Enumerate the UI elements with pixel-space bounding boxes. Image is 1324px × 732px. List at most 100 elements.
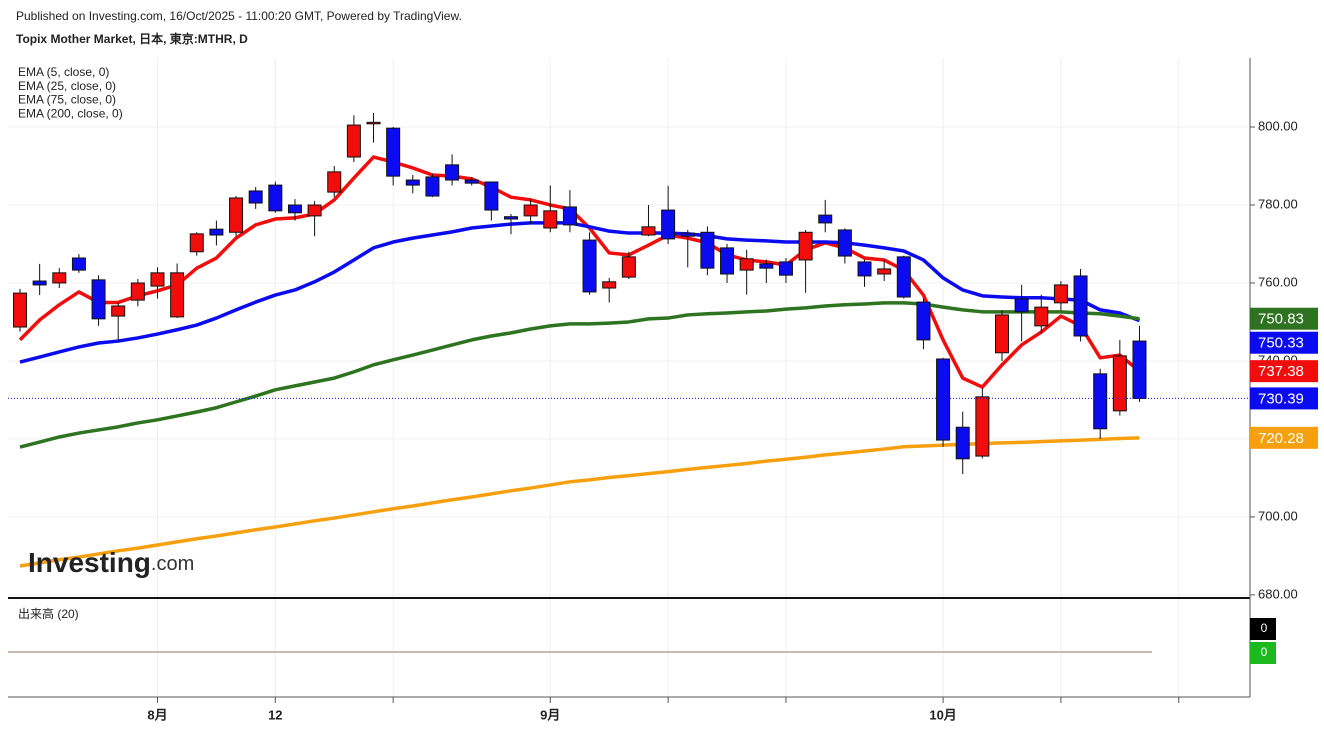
candle-body	[1073, 275, 1088, 337]
y-tick-label: 680.00	[1258, 586, 1298, 601]
price-label: 730.39	[1258, 390, 1304, 407]
candle-body	[1132, 340, 1147, 399]
volume-title: 出来高 (20)	[18, 606, 79, 621]
candle-body	[602, 281, 617, 289]
volume-ma-label: 0	[1261, 645, 1268, 659]
candle-body	[150, 272, 165, 287]
candle-body	[229, 197, 244, 233]
candle-body	[425, 176, 440, 197]
volume-label-bg	[1250, 618, 1276, 640]
candle-body	[170, 272, 185, 318]
candle-body	[405, 179, 420, 186]
candle-body	[995, 314, 1009, 354]
price-label-bg	[1250, 426, 1318, 449]
candle-body	[1034, 306, 1049, 327]
candle-body	[13, 292, 27, 328]
candle-body	[287, 204, 302, 214]
x-tick-label: 8月	[147, 707, 167, 722]
legend: EMA (5, close, 0)EMA (25, close, 0)EMA (…	[18, 65, 123, 120]
candle-body	[857, 261, 872, 277]
ema-line	[19, 301, 1140, 449]
candle-body	[346, 124, 361, 158]
candle-body	[759, 263, 774, 269]
volume-ma-label-bg	[1250, 642, 1276, 664]
y-tick-label: 700.00	[1258, 508, 1298, 523]
candle-body	[877, 268, 892, 275]
ema-line	[19, 436, 1140, 568]
price-label-bg	[1250, 307, 1318, 330]
price-labels: 750.83 750.33 737.38 730.39 720.28	[1250, 307, 1318, 449]
candle-body	[523, 204, 538, 217]
candle-body	[562, 206, 577, 226]
candle-body	[975, 396, 990, 457]
volume-last-label: 0	[1261, 621, 1268, 635]
candle-body	[484, 181, 499, 211]
candle-body	[307, 204, 322, 217]
candle-body	[680, 232, 695, 237]
candle-body	[582, 239, 597, 293]
candle-body	[52, 272, 67, 284]
candle-body	[248, 190, 263, 204]
price-label: 737.38	[1258, 363, 1304, 380]
y-tick-label: 800.00	[1258, 118, 1298, 133]
candle-body	[621, 256, 636, 278]
candle-body	[189, 233, 204, 253]
price-label: 720.28	[1258, 430, 1304, 447]
candle-body	[32, 280, 47, 286]
candle-body	[936, 358, 951, 441]
x-tick-label: 12	[268, 707, 282, 722]
candle-body	[543, 210, 558, 229]
published-note: Published on Investing.com, 16/Oct/2025 …	[16, 9, 462, 23]
plot	[8, 112, 1250, 568]
chart-title: Topix Mother Market, 日本, 東京:MTHR, D	[16, 31, 248, 46]
price-label: 750.83	[1258, 311, 1304, 328]
candle-body	[739, 258, 754, 271]
candle-body	[837, 229, 852, 257]
candle-body	[386, 127, 401, 177]
candle-body	[130, 282, 145, 301]
legend-entry: EMA (25, close, 0)	[18, 79, 116, 93]
candle-body	[896, 256, 911, 298]
price-label-bg	[1250, 360, 1318, 383]
candle-body	[445, 164, 460, 181]
candle-body	[798, 231, 813, 261]
candle-body	[327, 171, 342, 193]
watermark-suffix: .com	[151, 553, 194, 575]
candle-body	[955, 426, 970, 460]
candle-body	[1014, 298, 1029, 313]
watermark-brand: Investing	[28, 547, 151, 578]
ema-line	[18, 155, 1141, 389]
candle-body	[778, 261, 793, 276]
y-tick-label: 760.00	[1258, 274, 1298, 289]
candle-body	[720, 247, 735, 275]
price-label-bg	[1250, 387, 1318, 410]
candle-body	[71, 257, 86, 271]
x-tick-label: 9月	[540, 707, 560, 722]
candle-body	[1093, 373, 1108, 430]
candle-body	[91, 279, 106, 320]
legend-entry: EMA (200, close, 0)	[18, 106, 123, 120]
candle-body	[641, 226, 656, 236]
candle-body	[464, 179, 479, 184]
candle-body	[209, 228, 224, 236]
legend-entry: EMA (5, close, 0)	[18, 65, 109, 79]
price-label-bg	[1250, 331, 1318, 354]
ema-line	[19, 221, 1141, 364]
legend-entry: EMA (75, close, 0)	[18, 93, 116, 107]
candle-body	[661, 209, 676, 240]
candle-body	[504, 216, 518, 220]
candle-body	[1112, 355, 1127, 412]
price-label: 750.33	[1258, 335, 1304, 352]
candle-body	[700, 231, 715, 269]
candle-body	[111, 305, 126, 317]
y-tick-label: 780.00	[1258, 196, 1298, 211]
candle-body	[366, 121, 381, 125]
candle-body	[268, 184, 283, 212]
candle-body	[916, 301, 931, 341]
x-tick-label: 10月	[929, 707, 956, 722]
grid: 680.00700.00720.00740.00760.00780.00800.…	[8, 58, 1298, 722]
candle-body	[818, 214, 833, 224]
watermark: Investing.com	[28, 547, 194, 578]
